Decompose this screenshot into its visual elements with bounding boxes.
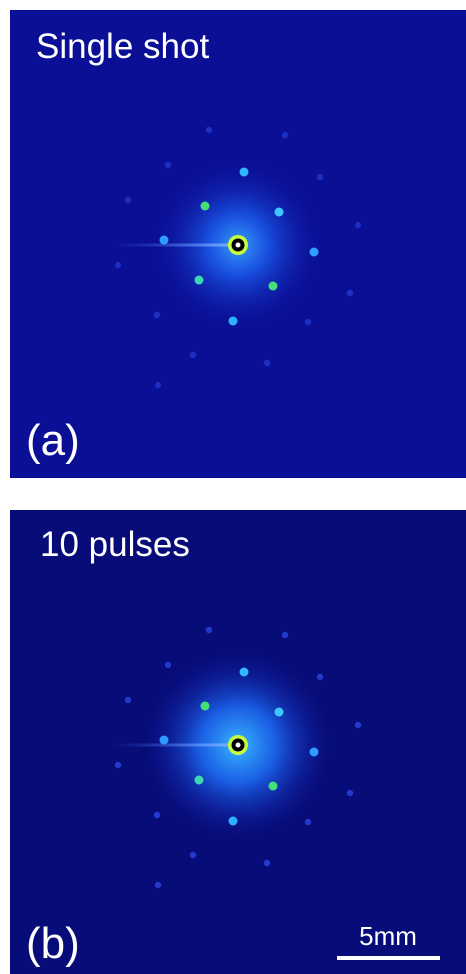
panel-a: Single shot (a) [10, 10, 466, 478]
spot [195, 276, 204, 285]
spot [310, 248, 319, 257]
spot [206, 627, 212, 633]
spot [240, 168, 249, 177]
spot [125, 697, 131, 703]
spot [195, 776, 204, 785]
spot [154, 312, 160, 318]
spot [305, 819, 311, 825]
spot [317, 674, 323, 680]
spot [355, 222, 361, 228]
spot [275, 208, 284, 217]
panel-title: Single shot [36, 27, 209, 66]
spot [125, 197, 131, 203]
scale-bar-label: 5mm [359, 921, 417, 951]
beam-center [236, 743, 241, 748]
spot [275, 708, 284, 717]
panel-title: 10 pulses [40, 525, 190, 564]
panel-label: (a) [26, 416, 80, 465]
spot [269, 282, 278, 291]
spot [160, 236, 169, 245]
spot [115, 262, 121, 268]
spot [347, 290, 353, 296]
spot [206, 127, 212, 133]
beam-center [236, 243, 241, 248]
spot [310, 748, 319, 757]
spot [190, 852, 196, 858]
spot [269, 782, 278, 791]
spot [115, 762, 121, 768]
spot [154, 812, 160, 818]
streak [113, 744, 233, 747]
spot [201, 202, 210, 211]
streak [113, 244, 233, 247]
spot [160, 736, 169, 745]
spot [264, 360, 270, 366]
spot [201, 702, 210, 711]
spot [282, 632, 288, 638]
spot [165, 162, 171, 168]
spot [317, 174, 323, 180]
spot [165, 662, 171, 668]
spot [264, 860, 270, 866]
figure: Single shot (a) 10 pulses (b) 5mm [0, 0, 466, 974]
spot [229, 317, 238, 326]
panel-b: 10 pulses (b) 5mm [10, 510, 466, 974]
spot [190, 352, 196, 358]
spot [305, 319, 311, 325]
spot [155, 382, 161, 388]
spot [240, 668, 249, 677]
spot [355, 722, 361, 728]
spot [229, 817, 238, 826]
page: Single shot (a) 10 pulses (b) 5mm (() =>… [0, 0, 466, 974]
spot [282, 132, 288, 138]
panel-label: (b) [26, 919, 80, 968]
spot [347, 790, 353, 796]
spot [155, 882, 161, 888]
